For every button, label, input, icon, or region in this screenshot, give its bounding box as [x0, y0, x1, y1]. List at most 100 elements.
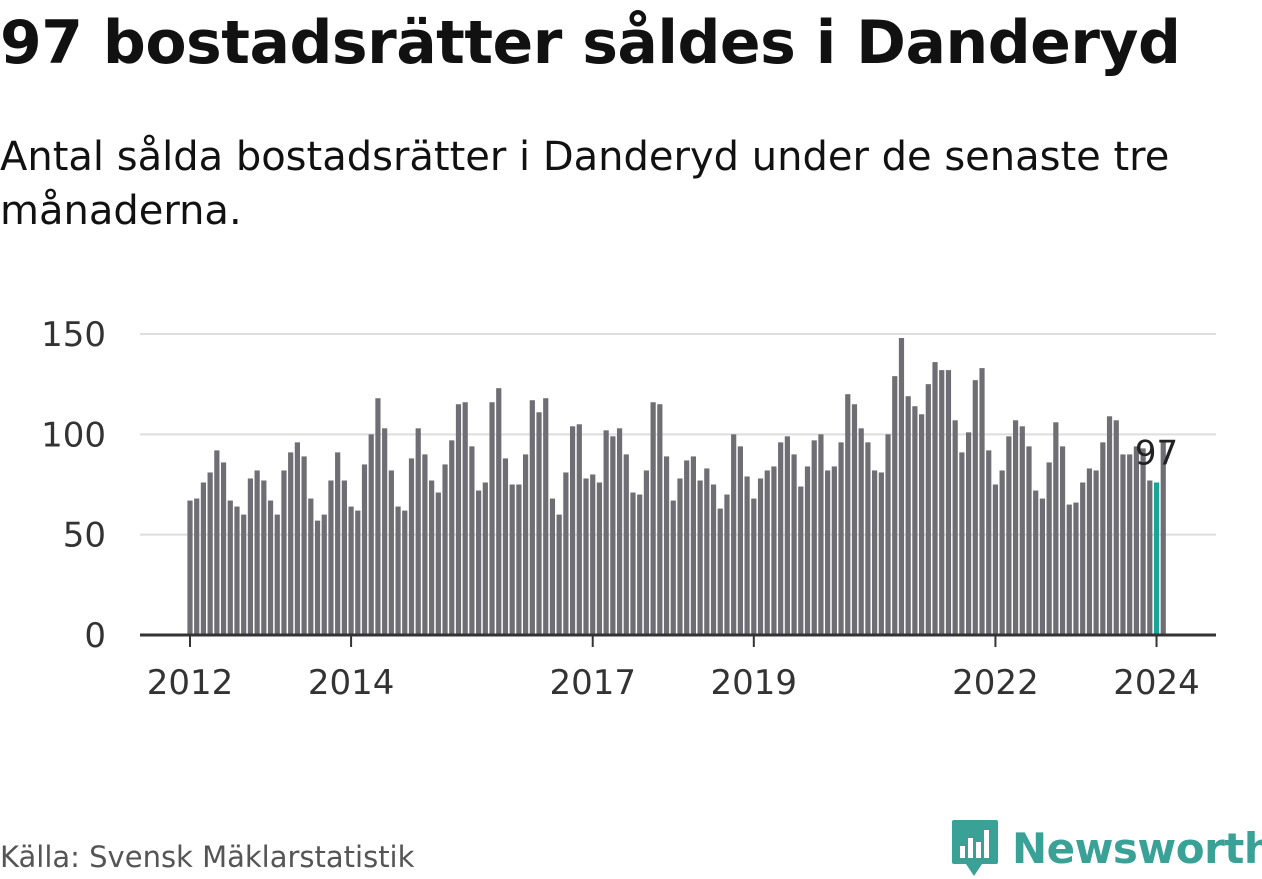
- bar[interactable]: [637, 494, 643, 635]
- bar[interactable]: [892, 376, 898, 635]
- bar[interactable]: [959, 452, 965, 635]
- bar[interactable]: [986, 450, 992, 635]
- bar[interactable]: [187, 500, 193, 635]
- bar[interactable]: [1086, 468, 1093, 635]
- bar[interactable]: [999, 470, 1005, 635]
- bar[interactable]: [650, 402, 656, 635]
- bar[interactable]: [912, 406, 918, 635]
- bar[interactable]: [744, 476, 750, 635]
- bar[interactable]: [335, 452, 341, 635]
- bar[interactable]: [603, 430, 609, 635]
- bar[interactable]: [1147, 480, 1153, 635]
- bar[interactable]: [1053, 422, 1059, 635]
- bar[interactable]: [569, 426, 576, 635]
- bar[interactable]: [261, 480, 267, 635]
- bar[interactable]: [194, 498, 200, 635]
- bar[interactable]: [784, 436, 790, 635]
- bar[interactable]: [811, 440, 817, 635]
- bar[interactable]: [596, 482, 603, 635]
- bar[interactable]: [241, 514, 247, 635]
- bar[interactable]: [234, 506, 240, 635]
- bar[interactable]: [751, 498, 757, 635]
- bar[interactable]: [462, 402, 468, 635]
- bar[interactable]: [952, 420, 958, 635]
- bar[interactable]: [1066, 504, 1072, 635]
- brand-logo[interactable]: Newsworthy: [950, 818, 1262, 878]
- bar[interactable]: [543, 398, 549, 635]
- bar[interactable]: [294, 442, 300, 635]
- bar[interactable]: [1100, 442, 1106, 635]
- bar[interactable]: [818, 434, 824, 635]
- bar[interactable]: [1039, 498, 1046, 635]
- bar[interactable]: [308, 498, 314, 635]
- bar[interactable]: [764, 470, 770, 635]
- bar[interactable]: [583, 478, 589, 635]
- bar[interactable]: [623, 454, 629, 635]
- bar[interactable]: [388, 470, 394, 635]
- bar[interactable]: [657, 404, 663, 635]
- bar[interactable]: [1093, 470, 1099, 635]
- bar[interactable]: [556, 514, 562, 635]
- bar[interactable]: [207, 472, 213, 635]
- bar[interactable]: [321, 514, 327, 635]
- bar[interactable]: [1160, 440, 1166, 635]
- bar[interactable]: [872, 470, 878, 635]
- bar[interactable]: [563, 472, 569, 635]
- bar[interactable]: [851, 404, 858, 635]
- bar[interactable]: [945, 370, 952, 635]
- bar[interactable]: [267, 500, 274, 635]
- bar[interactable]: [858, 428, 864, 635]
- bar[interactable]: [616, 428, 623, 635]
- bar[interactable]: [590, 474, 596, 635]
- bar[interactable]: [496, 388, 502, 635]
- bar[interactable]: [932, 362, 938, 635]
- bar[interactable]: [502, 458, 509, 635]
- bar[interactable]: [1127, 454, 1133, 635]
- bar[interactable]: [778, 442, 784, 635]
- bar[interactable]: [939, 370, 945, 635]
- bar[interactable]: [1080, 482, 1086, 635]
- bar[interactable]: [838, 442, 844, 635]
- bar[interactable]: [536, 412, 542, 635]
- bar[interactable]: [274, 514, 280, 635]
- bar[interactable]: [845, 394, 851, 635]
- bar[interactable]: [328, 480, 334, 635]
- bar[interactable]: [992, 484, 999, 636]
- bar[interactable]: [469, 446, 475, 635]
- bar[interactable]: [865, 442, 871, 635]
- bar[interactable]: [348, 506, 354, 635]
- bar[interactable]: [724, 494, 730, 635]
- bar[interactable]: [804, 466, 811, 635]
- bar[interactable]: [482, 482, 488, 635]
- bar[interactable]: [663, 456, 670, 635]
- bar[interactable]: [214, 450, 220, 635]
- bar[interactable]: [576, 424, 582, 635]
- bar[interactable]: [670, 500, 676, 635]
- bar[interactable]: [831, 466, 837, 635]
- bar[interactable]: [1073, 502, 1079, 635]
- bar[interactable]: [429, 480, 435, 635]
- bar[interactable]: [301, 456, 307, 635]
- bar[interactable]: [200, 482, 207, 635]
- bar[interactable]: [435, 492, 441, 635]
- bar[interactable]: [314, 520, 321, 635]
- bar[interactable]: [1026, 446, 1032, 635]
- bar[interactable]: [395, 506, 401, 635]
- bar[interactable]: [442, 464, 448, 635]
- bar[interactable]: [885, 434, 891, 635]
- bar[interactable]: [677, 478, 683, 635]
- bar[interactable]: [1033, 490, 1039, 635]
- bar[interactable]: [737, 446, 743, 635]
- bar-highlight[interactable]: [1153, 482, 1160, 635]
- bar[interactable]: [489, 402, 495, 635]
- bar[interactable]: [516, 484, 522, 636]
- bar[interactable]: [825, 470, 831, 635]
- bar[interactable]: [375, 398, 381, 635]
- bar[interactable]: [1019, 426, 1025, 635]
- bar[interactable]: [523, 454, 529, 635]
- bar[interactable]: [355, 510, 361, 635]
- bar[interactable]: [281, 470, 287, 635]
- bar[interactable]: [905, 396, 911, 635]
- bar[interactable]: [630, 492, 636, 635]
- bar[interactable]: [1106, 416, 1113, 635]
